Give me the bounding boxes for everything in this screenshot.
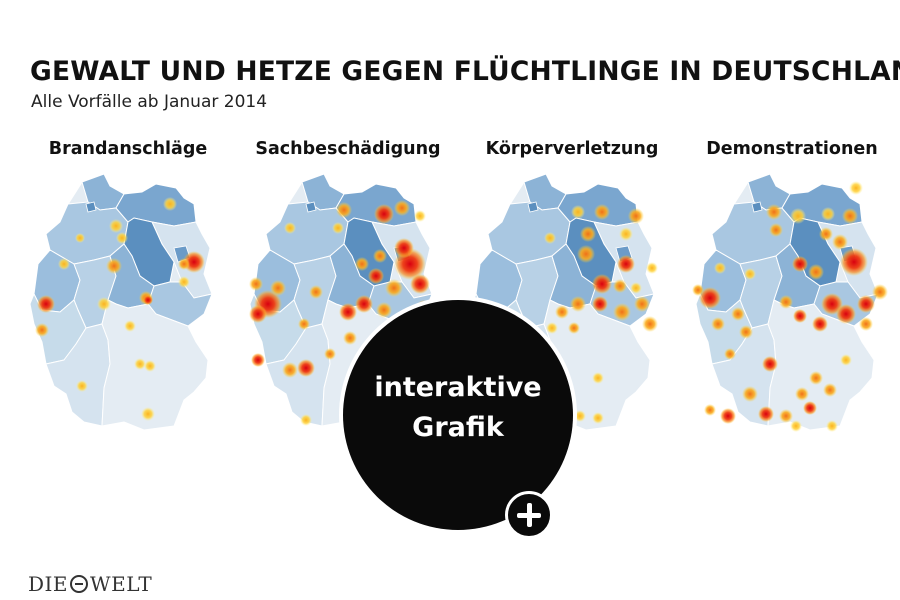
map-label-sachbeschaedigung: Sachbeschädigung xyxy=(255,139,441,159)
map-label-koerperverletzung: Körperverletzung xyxy=(485,139,659,159)
brand-logo-left: DIE xyxy=(28,572,69,596)
map-label-demonstrationen: Demonstrationen xyxy=(706,139,878,159)
plus-icon[interactable] xyxy=(505,491,553,539)
map-demonstrationen[interactable] xyxy=(692,173,888,432)
cta-line-1: interaktive xyxy=(374,372,542,403)
incident-dots xyxy=(544,204,658,424)
page-subtitle: Alle Vorfälle ab Januar 2014 xyxy=(31,92,268,112)
map-koerperverletzung[interactable] xyxy=(471,173,658,431)
map-label-brandanschlaege: Brandanschläge xyxy=(48,139,208,159)
incident-dots xyxy=(35,197,205,421)
cta-line-2: Grafik xyxy=(412,412,504,443)
brand-logo: DIE WELT xyxy=(28,572,152,596)
incident-dots xyxy=(692,181,888,432)
map-brandanschlaege[interactable] xyxy=(29,173,213,431)
page-title: GEWALT UND HETZE GEGEN FLÜCHTLINGE IN DE… xyxy=(30,56,900,87)
brand-logo-right: WELT xyxy=(90,572,153,596)
globe-icon xyxy=(70,575,89,593)
